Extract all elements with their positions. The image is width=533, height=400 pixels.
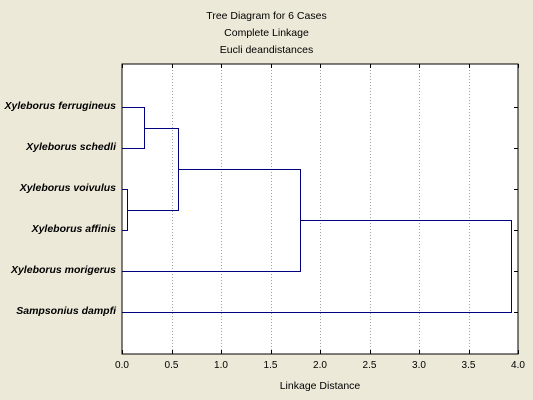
chart-subtitle-distance: Eucli deandistances	[219, 44, 314, 56]
x-tick-label: 4.0	[511, 360, 525, 371]
leaf-label: Xyleborus schedli	[26, 141, 116, 153]
x-axis-title: Linkage Distance	[279, 380, 361, 392]
x-tick-label: 2.5	[362, 360, 377, 371]
x-tick-label: 2.0	[313, 360, 327, 371]
chart-title: Tree Diagram for 6 Cases	[206, 10, 327, 22]
dendrogram-links	[122, 107, 512, 313]
grid-lines	[172, 64, 470, 354]
x-tick-label: 1.0	[214, 360, 228, 371]
leaf-label: Xyleborus voivulus	[19, 182, 116, 194]
leaf-label: Xyleborus morigerus	[10, 264, 116, 276]
x-tick-label: 3.0	[412, 360, 426, 371]
chart-subtitle-method: Complete Linkage	[224, 27, 309, 39]
leaf-label: Sampsonius dampfi	[16, 305, 116, 317]
dendrogram-link	[122, 220, 512, 313]
leaf-label: Xyleborus affinis	[31, 223, 116, 235]
x-tick-label: 0.5	[164, 360, 179, 371]
x-tick-label: 1.5	[263, 360, 278, 371]
leaf-label: Xyleborus ferrugineus	[4, 100, 116, 112]
x-tick-label: 3.5	[461, 360, 476, 371]
x-tick-label: 0.0	[115, 360, 129, 371]
